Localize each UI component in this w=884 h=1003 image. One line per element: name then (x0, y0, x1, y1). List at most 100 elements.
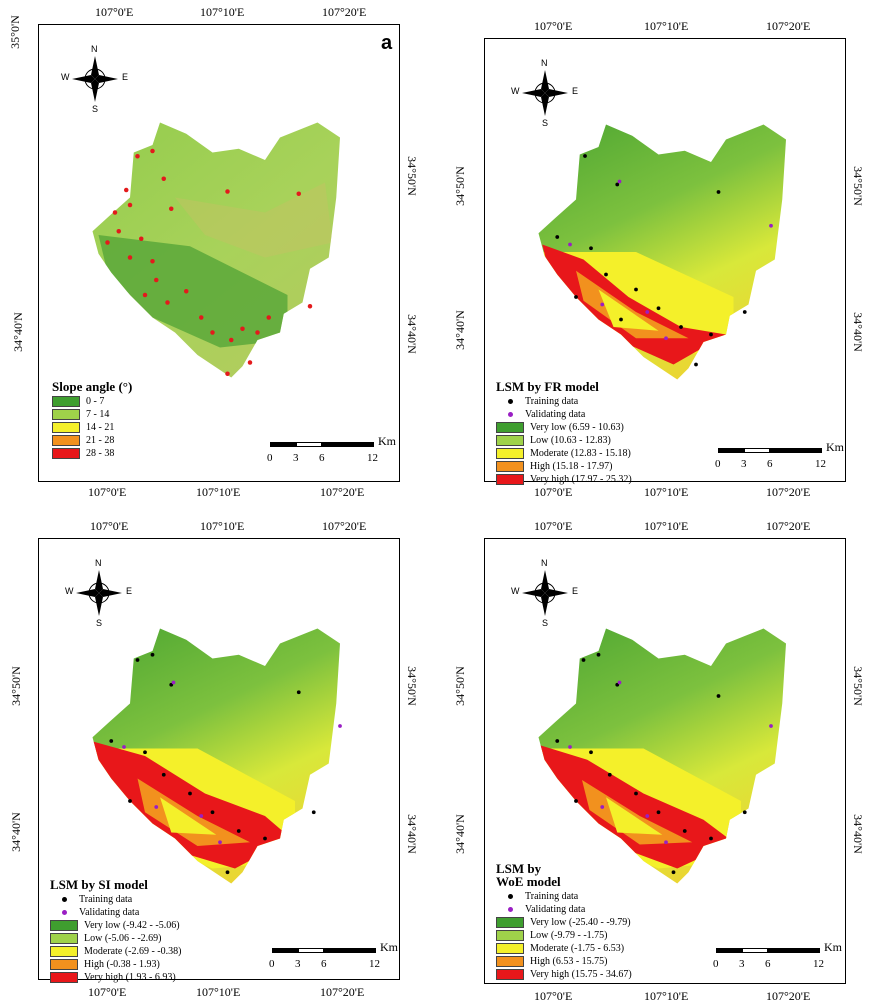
lat-label-right-mid: 34°50'N (404, 666, 419, 706)
lat-label-right-mid: 34°50'N (404, 156, 419, 196)
scale-bar: Km 0 3 6 12 (713, 940, 842, 970)
compass-n: N (541, 58, 548, 68)
lsm-fr-map (538, 124, 786, 380)
lon-label-bottom-3: 107°20'E (320, 485, 365, 499)
legend-row: 21 - 28 (52, 434, 132, 447)
legend-training: Training data (50, 893, 181, 906)
legend-row: Low (10.63 - 12.83) (496, 434, 632, 447)
legend-row: Very high (15.75 - 34.67) (496, 968, 632, 981)
legend-slope: Slope angle (°) 0 - 7 7 - 14 14 - 21 21 … (52, 380, 132, 460)
lat-label-right-low: 34°40'N (404, 314, 419, 354)
legend-training: Training data (496, 395, 632, 408)
north-arrow: N S W E (65, 558, 132, 628)
lon-label-top-2: 107°10'E (644, 19, 689, 33)
lat-label-right-mid: 34°50'N (850, 666, 865, 706)
lon-label-bottom-3: 107°20'E (766, 989, 811, 1003)
landslide-points (105, 148, 313, 376)
lon-label-top-2: 107°10'E (644, 519, 689, 533)
lon-label-top-1: 107°0'E (95, 5, 134, 19)
legend-title: LSM by SI model (50, 877, 148, 892)
lon-label-top-2: 107°10'E (200, 519, 245, 533)
compass-w: W (61, 72, 70, 82)
compass-rose-icon (76, 570, 122, 616)
lat-label-left-low: 34°40'N (452, 814, 467, 854)
legend-validating: Validating data (496, 903, 632, 916)
legend-row: Very low (-25.40 - -9.79) (496, 916, 632, 929)
legend-row: High (6.53 - 15.75) (496, 955, 632, 968)
compass-s: S (92, 104, 99, 114)
compass-n: N (541, 558, 548, 568)
compass-n: N (95, 558, 102, 568)
lsm-si-map (92, 628, 342, 884)
lon-label-top-3: 107°20'E (766, 19, 811, 33)
compass-w: W (65, 586, 74, 596)
lon-label-bottom-1: 107°0'E (534, 485, 573, 499)
compass-s: S (542, 118, 549, 128)
lat-label-left-low: 34°40'N (452, 310, 467, 350)
lon-label-bottom-2: 107°10'E (196, 985, 241, 999)
lon-label-bottom-2: 107°10'E (644, 989, 689, 1003)
lat-label-left-mid: 34°50'N (452, 166, 467, 206)
legend-validating: Validating data (50, 906, 181, 919)
lon-label-top-3: 107°20'E (322, 5, 367, 19)
lon-label-top-1: 107°0'E (90, 519, 129, 533)
validating-points (568, 680, 773, 845)
lat-label-left-low: 34°40'N (10, 312, 25, 352)
training-points (555, 652, 747, 875)
legend-row: High (-0.38 - 1.93) (50, 958, 181, 971)
lon-label-bottom-3: 107°20'E (766, 485, 811, 499)
compass-w: W (511, 86, 520, 96)
legend-row: Very high (17.97 - 25.32) (496, 473, 632, 486)
lon-label-bottom-2: 107°10'E (644, 485, 689, 499)
lon-label-top-1: 107°0'E (534, 519, 573, 533)
legend-si: LSM by SI model Training data Validating… (50, 878, 181, 984)
legend-row: Moderate (12.83 - 15.18) (496, 447, 632, 460)
panel-slope-angle: 107°0'E 107°10'E 107°20'E 107°0'E 107°10… (0, 0, 440, 500)
slope-map (92, 122, 340, 378)
north-arrow: N S W E (511, 58, 578, 128)
lat-label-right-low: 34°40'N (404, 814, 419, 854)
compass-e: E (572, 586, 579, 596)
panel-lsm-fr: 107°0'E 107°10'E 107°20'E 107°0'E 107°10… (444, 0, 884, 500)
lon-label-top-2: 107°10'E (200, 5, 245, 19)
legend-row: 0 - 7 (52, 395, 132, 408)
validating-points (568, 179, 773, 341)
legend-validating: Validating data (496, 408, 632, 421)
panel-letter: a (381, 32, 393, 54)
compass-e: E (122, 72, 129, 82)
panel-lsm-si: 107°0'E 107°10'E 107°20'E 107°0'E 107°10… (0, 502, 440, 1003)
legend-row: 7 - 14 (52, 408, 132, 421)
legend-row: 14 - 21 (52, 421, 132, 434)
compass-w: W (511, 586, 520, 596)
legend-row: 28 - 38 (52, 447, 132, 460)
lat-label-left-mid: 34°50'N (8, 666, 23, 706)
lat-label-right-mid: 34°50'N (850, 166, 865, 206)
lon-label-bottom-2: 107°10'E (196, 485, 241, 499)
legend-fr: LSM by FR model Training data Validating… (496, 380, 632, 486)
legend-row: Low (-5.06 - -2.69) (50, 932, 181, 945)
compass-s: S (542, 618, 549, 628)
legend-title-line-1: LSM by (496, 861, 542, 876)
lon-label-top-3: 107°20'E (766, 519, 811, 533)
lon-label-top-3: 107°20'E (322, 519, 367, 533)
legend-title: LSM by FR model (496, 379, 599, 394)
lon-label-bottom-1: 107°0'E (88, 485, 127, 499)
validating-points (122, 680, 342, 845)
training-points (109, 652, 316, 875)
scale-bar: Km 0 3 6 12 (269, 940, 398, 970)
lon-label-bottom-1: 107°0'E (534, 989, 573, 1003)
compass-rose-icon (522, 70, 568, 116)
training-points (555, 154, 747, 367)
lsm-woe-map (538, 628, 786, 884)
lat-label-right-low: 34°40'N (850, 312, 865, 352)
compass-rose-icon (72, 56, 118, 102)
compass-rose-icon (522, 570, 568, 616)
legend-row: Moderate (-1.75 - 6.53) (496, 942, 632, 955)
legend-row: Low (-9.79 - -1.75) (496, 929, 632, 942)
lon-label-top-1: 107°0'E (534, 19, 573, 33)
legend-row: Very low (-9.42 - -5.06) (50, 919, 181, 932)
compass-n: N (91, 44, 98, 54)
lat-label-left-mid: 34°50'N (452, 666, 467, 706)
panel-lsm-woe: 107°0'E 107°10'E 107°20'E 107°0'E 107°10… (444, 502, 884, 1003)
compass-e: E (572, 86, 579, 96)
